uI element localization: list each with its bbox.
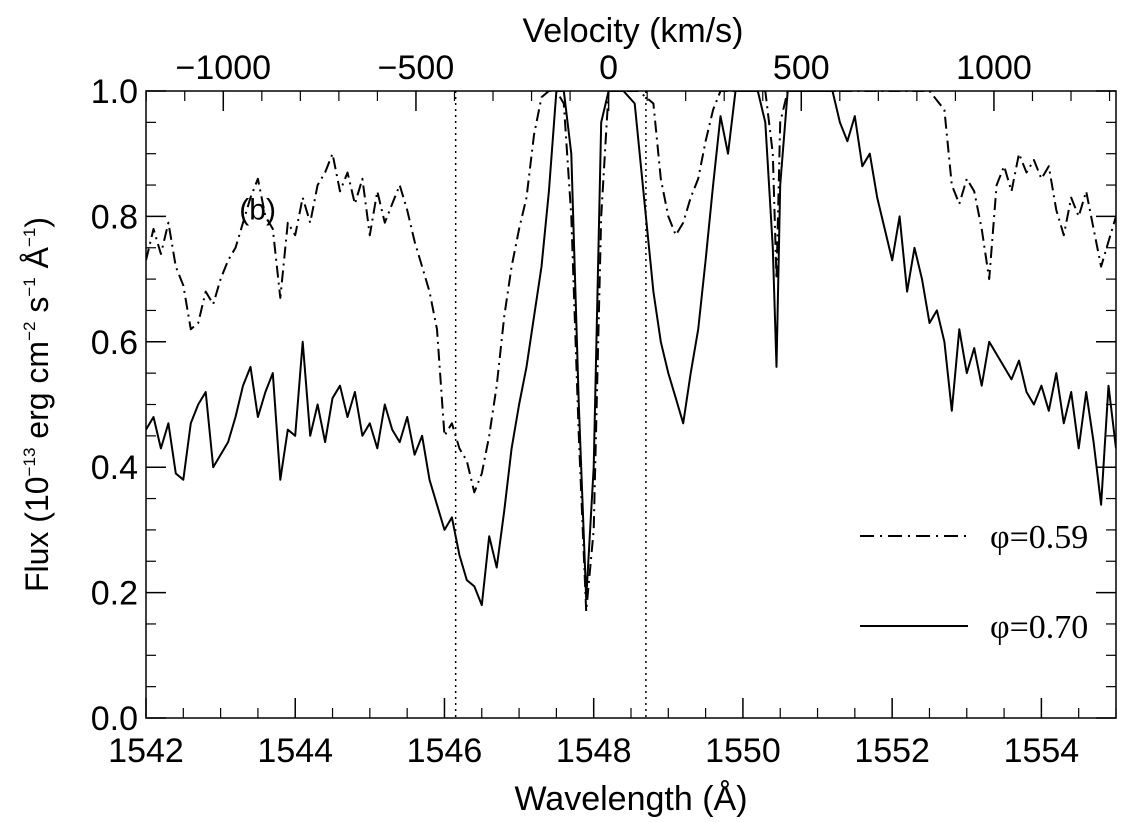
top-tick-label: −1000 (176, 49, 272, 87)
y-title-part: −2 (20, 322, 39, 341)
x-axis-title: Wavelength (Å) (514, 780, 747, 818)
series-line-phi-070 (146, 91, 1116, 607)
y-tick-label: 0.6 (91, 324, 138, 362)
x-tick-label: 1550 (705, 732, 781, 770)
y-axis-title: Flux (10−13 erg cm−2 s−1 Å−1) (19, 217, 55, 592)
y-title-part: Flux (10 (19, 476, 55, 592)
y-title-part: erg cm (19, 341, 55, 448)
x-tick-label: 1548 (556, 732, 632, 770)
x-tick-label: 1546 (407, 732, 483, 770)
x-tick-label: 1554 (1004, 732, 1080, 770)
axis-ticks (145, 90, 1117, 719)
y-tick-label: 0.4 (91, 449, 138, 487)
x-tick-label: 1542 (108, 732, 184, 770)
top-axis-title: Velocity (km/s) (522, 12, 743, 50)
y-tick-label: 1.0 (91, 73, 138, 111)
reference-lines (454, 91, 647, 718)
top-tick-label: 500 (773, 49, 830, 87)
panel-label: (b) (239, 194, 276, 227)
y-title-part: −13 (20, 448, 39, 477)
y-title-part: ) (19, 217, 55, 228)
top-tick-label: 1000 (956, 49, 1032, 87)
x-tick-label: 1544 (257, 732, 333, 770)
y-tick-label: 0.0 (91, 700, 138, 738)
top-tick-label: −500 (378, 49, 455, 87)
top-tick-label: 0 (599, 49, 618, 87)
y-tick-label: 0.8 (91, 198, 138, 236)
x-tick-label: 1552 (854, 732, 930, 770)
legend-entry-phi-059: φ=0.59 (990, 519, 1088, 556)
legend-entry-phi-070: φ=0.70 (990, 609, 1088, 646)
series-line-phi-059 (146, 91, 1116, 613)
y-title-part: −1 (20, 228, 39, 247)
y-tick-label: 0.2 (91, 575, 138, 613)
y-title-part: Å (19, 246, 55, 277)
tick-labels: 1542 1544 1546 1548 1550 1552 1554 0.0 0.2 0.4 0.6… (91, 49, 1079, 770)
y-title-part: −1 (20, 277, 39, 296)
legend: φ=0.59 φ=0.70 (860, 519, 1088, 646)
y-title-part: s (19, 297, 55, 322)
series-layer (146, 91, 1116, 613)
